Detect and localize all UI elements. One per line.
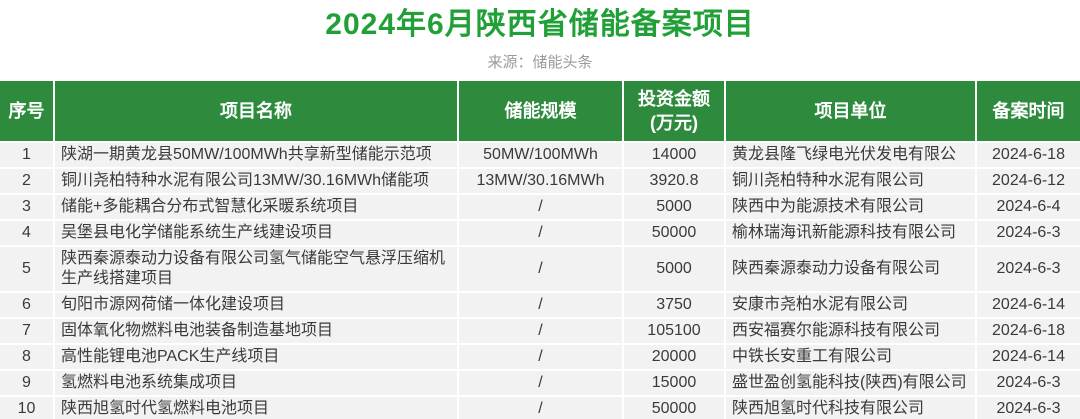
cell-unit: 西安福赛尔能源科技有限公司 xyxy=(726,319,977,345)
cell-date: 2024-6-3 xyxy=(977,371,1080,397)
cell-scale: / xyxy=(459,371,624,397)
table-row: 3 储能+多能耦合分布式智慧化采暖系统项目/5000 陕西中为能源技术有限公司 202… xyxy=(0,195,1080,221)
cell-amount: 5000 xyxy=(624,195,726,221)
header-cell-amount: 投资金额 (万元) xyxy=(624,81,726,143)
cell-amount: 105100 xyxy=(624,319,726,345)
table-row: 8 高性能锂电池PACK生产线项目/20000 中铁长安重工有限公司 2024-6-1… xyxy=(0,345,1080,371)
cell-project-name: 陕湖一期黄龙县50MW/100MWh共享新型储能示范项 xyxy=(55,143,459,169)
cell-project-name: 固体氧化物燃料电池装备制造基地项目 xyxy=(55,319,459,345)
cell-project-name: 旬阳市源网荷储一体化建设项目 xyxy=(55,293,459,319)
cell-date: 2024-6-14 xyxy=(977,293,1080,319)
cell-unit: 安康市尧柏水泥有限公司 xyxy=(726,293,977,319)
page-title: 2024年6月陕西省储能备案项目 xyxy=(325,8,755,41)
source-caption: 来源：储能头条 xyxy=(487,54,593,71)
cell-amount: 3920.8 xyxy=(624,169,726,195)
table-header-row: 序号 项目名称 储能规模 投资金额 (万元) 项目单位 备案时间 xyxy=(0,81,1080,143)
cell-amount: 20000 xyxy=(624,345,726,371)
cell-project-name: 铜川尧柏特种水泥有限公司13MW/30.16MWh储能项 xyxy=(55,169,459,195)
cell-date: 2024-6-18 xyxy=(977,319,1080,345)
cell-unit: 陕西秦源泰动力设备有限公司 xyxy=(726,247,977,293)
cell-no: 8 xyxy=(0,345,55,371)
cell-amount: 15000 xyxy=(624,371,726,397)
cell-date: 2024-6-4 xyxy=(977,195,1080,221)
cell-scale: 13MW/30.16MWh xyxy=(459,169,624,195)
cell-project-name: 高性能锂电池PACK生产线项目 xyxy=(55,345,459,371)
table-row: 1 陕湖一期黄龙县50MW/100MWh共享新型储能示范项 50MW/100MWh 1… xyxy=(0,143,1080,169)
cell-no: 3 xyxy=(0,195,55,221)
header-cell-scale: 储能规模 xyxy=(459,81,624,143)
cell-unit: 铜川尧柏特种水泥有限公司 xyxy=(726,169,977,195)
cell-unit: 黄龙县隆飞绿电光伏发电有限公 xyxy=(726,143,977,169)
cell-date: 2024-6-3 xyxy=(977,397,1080,419)
cell-project-name: 陕西旭氢时代氢燃料电池项目 xyxy=(55,397,459,419)
table-row: 9 氢燃料电池系统集成项目/15000 盛世盈创氢能科技(陕西)有限公司 2024-6… xyxy=(0,371,1080,397)
cell-date: 2024-6-3 xyxy=(977,221,1080,247)
cell-scale: / xyxy=(459,397,624,419)
cell-no: 6 xyxy=(0,293,55,319)
table-row: 7 固体氧化物燃料电池装备制造基地项目/105100 西安福赛尔能源科技有限公司 20… xyxy=(0,319,1080,345)
table-row: 10 陕西旭氢时代氢燃料电池项目/50000 陕西旭氢时代科技有限公司 2024-6-… xyxy=(0,397,1080,419)
cell-scale: / xyxy=(459,293,624,319)
cell-scale: 50MW/100MWh xyxy=(459,143,624,169)
table-row: 6 旬阳市源网荷储一体化建设项目/3750 安康市尧柏水泥有限公司 2024-6-14 xyxy=(0,293,1080,319)
table-body: 1 陕湖一期黄龙县50MW/100MWh共享新型储能示范项 50MW/100MWh 1… xyxy=(0,143,1080,419)
cell-amount: 3750 xyxy=(624,293,726,319)
cell-no: 2 xyxy=(0,169,55,195)
cell-unit: 榆林瑞海讯新能源科技有限公司 xyxy=(726,221,977,247)
cell-no: 7 xyxy=(0,319,55,345)
cell-no: 5 xyxy=(0,247,55,293)
header-cell-project-name: 项目名称 xyxy=(55,81,459,143)
cell-date: 2024-6-14 xyxy=(977,345,1080,371)
cell-date: 2024-6-12 xyxy=(977,169,1080,195)
projects-table: 序号 项目名称 储能规模 投资金额 (万元) 项目单位 备案时间 1 陕湖一期黄龙… xyxy=(0,81,1080,419)
cell-project-name: 陕西秦源泰动力设备有限公司氢气储能空气悬浮压缩机生产线搭建项目 xyxy=(55,247,459,293)
cell-amount: 50000 xyxy=(624,221,726,247)
cell-amount: 14000 xyxy=(624,143,726,169)
cell-unit: 盛世盈创氢能科技(陕西)有限公司 xyxy=(726,371,977,397)
table-row: 5 陕西秦源泰动力设备有限公司氢气储能空气悬浮压缩机生产线搭建项目/5000 陕西秦… xyxy=(0,247,1080,293)
cell-date: 2024-6-3 xyxy=(977,247,1080,293)
header-cell-date: 备案时间 xyxy=(977,81,1080,143)
cell-unit: 中铁长安重工有限公司 xyxy=(726,345,977,371)
cell-date: 2024-6-18 xyxy=(977,143,1080,169)
cell-no: 1 xyxy=(0,143,55,169)
table-row: 4 吴堡县电化学储能系统生产线建设项目/50000 榆林瑞海讯新能源科技有限公司 20… xyxy=(0,221,1080,247)
cell-unit: 陕西旭氢时代科技有限公司 xyxy=(726,397,977,419)
cell-project-name: 吴堡县电化学储能系统生产线建设项目 xyxy=(55,221,459,247)
cell-no: 9 xyxy=(0,371,55,397)
cell-scale: / xyxy=(459,345,624,371)
cell-no: 10 xyxy=(0,397,55,419)
cell-scale: / xyxy=(459,221,624,247)
cell-scale: / xyxy=(459,319,624,345)
cell-scale: / xyxy=(459,195,624,221)
cell-scale: / xyxy=(459,247,624,293)
cell-unit: 陕西中为能源技术有限公司 xyxy=(726,195,977,221)
cell-amount: 50000 xyxy=(624,397,726,419)
cell-no: 4 xyxy=(0,221,55,247)
table-row: 2 铜川尧柏特种水泥有限公司13MW/30.16MWh储能项 13MW/30.16M… xyxy=(0,169,1080,195)
cell-amount: 5000 xyxy=(624,247,726,293)
cell-project-name: 氢燃料电池系统集成项目 xyxy=(55,371,459,397)
header-cell-no: 序号 xyxy=(0,81,55,143)
cell-project-name: 储能+多能耦合分布式智慧化采暖系统项目 xyxy=(55,195,459,221)
header-cell-unit: 项目单位 xyxy=(726,81,977,143)
